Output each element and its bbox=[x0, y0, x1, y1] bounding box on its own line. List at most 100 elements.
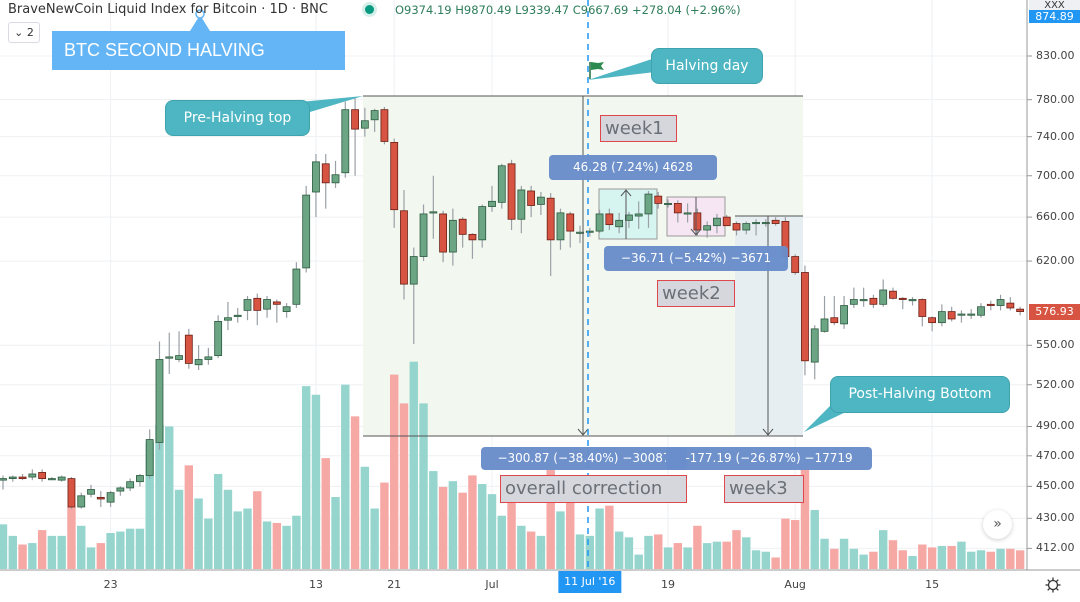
volume-bar bbox=[575, 534, 585, 569]
volume-bar bbox=[311, 394, 321, 569]
candle-body bbox=[478, 206, 487, 241]
week3-measure-label: -177.19 (−26.87%) −17719 bbox=[666, 447, 872, 470]
volume-bar bbox=[478, 484, 487, 569]
volume-bar bbox=[262, 521, 272, 569]
candle-body bbox=[243, 299, 252, 311]
candle-body bbox=[527, 190, 536, 206]
time-tick-label: 19 bbox=[661, 578, 676, 591]
anchor-handle[interactable] bbox=[195, 9, 205, 19]
volume-bar bbox=[869, 551, 878, 569]
candle-body bbox=[654, 195, 663, 204]
volume-bar bbox=[507, 497, 516, 569]
week1-note[interactable]: week1 bbox=[600, 115, 677, 142]
week3-note[interactable]: week3 bbox=[724, 475, 804, 503]
candle-body bbox=[184, 334, 193, 364]
candle-body bbox=[595, 213, 604, 232]
symbol-title[interactable]: BraveNewCoin Liquid Index for Bitcoin · … bbox=[8, 2, 328, 17]
volume-bar bbox=[106, 533, 115, 569]
scroll-to-realtime-button[interactable]: » bbox=[983, 510, 1012, 539]
volume-bar bbox=[898, 550, 907, 569]
volume-bar bbox=[918, 544, 927, 569]
volume-bar bbox=[566, 476, 575, 569]
volume-bar bbox=[125, 528, 135, 569]
post-halving-bottom-callout[interactable]: Post-Halving Bottom bbox=[830, 376, 1010, 413]
volume-bar bbox=[800, 469, 810, 569]
arrow-head-icon bbox=[690, 228, 702, 236]
volume-bar bbox=[702, 543, 712, 569]
candle-body bbox=[947, 311, 956, 320]
volume-bar bbox=[957, 541, 966, 569]
week2-measure-label: −36.71 (−5.42%) −3671 bbox=[604, 246, 788, 271]
candle-body bbox=[380, 109, 389, 142]
volume-bar bbox=[947, 545, 956, 569]
candle-body bbox=[77, 495, 86, 508]
volume-bar bbox=[223, 489, 233, 569]
pre-halving-top-callout[interactable]: Pre-Halving top bbox=[165, 100, 310, 136]
volume-bar bbox=[605, 505, 614, 569]
price-tick-label: 450.00 bbox=[1036, 479, 1075, 493]
candle-body bbox=[810, 328, 819, 363]
candle-body bbox=[820, 318, 829, 332]
candle-body bbox=[664, 203, 672, 206]
price-tick-label: 412.00 bbox=[1036, 541, 1075, 555]
volume-bar bbox=[272, 522, 282, 569]
top-price-label: 874.89 bbox=[1029, 10, 1080, 23]
volume-bar bbox=[712, 541, 722, 569]
week2-note[interactable]: week2 bbox=[657, 280, 735, 307]
last-price-label: 576.93 bbox=[1029, 303, 1080, 320]
btc-second-halving-callout[interactable]: BTC SECOND HALVING bbox=[52, 31, 345, 70]
double-chevron-right-icon: » bbox=[993, 516, 1002, 532]
callout-tail bbox=[588, 58, 655, 80]
candle-body bbox=[556, 212, 565, 241]
volume-bar bbox=[458, 492, 467, 569]
overall-correction-note[interactable]: overall correction bbox=[500, 475, 687, 503]
volume-bar bbox=[135, 528, 145, 569]
candle-body bbox=[742, 223, 751, 231]
volume-bar bbox=[341, 384, 350, 569]
candle-body bbox=[615, 219, 624, 228]
volume-bar bbox=[448, 481, 458, 569]
volume-bar bbox=[634, 554, 643, 569]
candle-body bbox=[292, 268, 301, 305]
candle-body bbox=[0, 478, 7, 481]
collapse-indicators-button[interactable]: ⌄ 2 bbox=[8, 22, 40, 43]
candle-body bbox=[468, 233, 477, 241]
volume-bar bbox=[654, 534, 663, 569]
candle-body bbox=[126, 481, 135, 489]
volume-bar bbox=[908, 556, 917, 569]
candle-body bbox=[693, 212, 702, 231]
candle-body bbox=[566, 213, 575, 232]
candle-body bbox=[419, 213, 428, 257]
candle-body bbox=[233, 314, 242, 317]
volume-bar bbox=[839, 538, 849, 569]
volume-bar bbox=[350, 416, 360, 569]
price-tick-label: 700.00 bbox=[1036, 168, 1075, 182]
volume-bar bbox=[526, 531, 536, 569]
halving-day-callout[interactable]: Halving day bbox=[651, 48, 763, 84]
candle-body bbox=[928, 317, 936, 324]
volume-bar bbox=[380, 482, 389, 569]
candle-body bbox=[898, 297, 907, 300]
candle-body bbox=[253, 297, 262, 311]
candle-body bbox=[801, 272, 809, 362]
candle-body bbox=[116, 487, 125, 492]
time-tick-label: Aug bbox=[784, 578, 806, 591]
settings-button[interactable] bbox=[1044, 576, 1062, 594]
arrow-head-icon bbox=[577, 428, 589, 436]
volume-bar bbox=[145, 442, 154, 569]
volume-bar bbox=[888, 540, 898, 569]
time-tick-label: Jul bbox=[485, 578, 499, 591]
candle-body bbox=[57, 476, 66, 481]
volume-bar bbox=[614, 531, 624, 569]
candle-body bbox=[331, 174, 340, 184]
candle-body bbox=[732, 223, 741, 231]
candle-body bbox=[918, 299, 927, 317]
candle-body bbox=[830, 317, 839, 324]
candle-body bbox=[879, 289, 888, 305]
arrow-head-icon bbox=[762, 428, 774, 436]
candle-body bbox=[458, 218, 467, 235]
volume-bar bbox=[585, 535, 594, 569]
candle-body bbox=[194, 359, 203, 366]
time-tick-label: 13 bbox=[308, 578, 323, 591]
